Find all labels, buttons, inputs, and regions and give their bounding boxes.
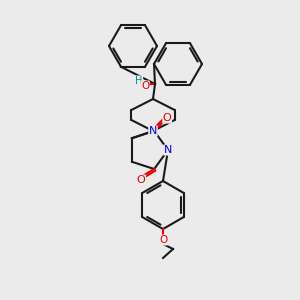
Text: O: O [159, 235, 167, 245]
Text: O: O [137, 175, 146, 185]
Text: N: N [149, 126, 157, 136]
Text: O: O [163, 113, 172, 123]
Text: N: N [164, 145, 172, 155]
Text: H: H [135, 76, 143, 86]
Text: O: O [141, 81, 149, 91]
